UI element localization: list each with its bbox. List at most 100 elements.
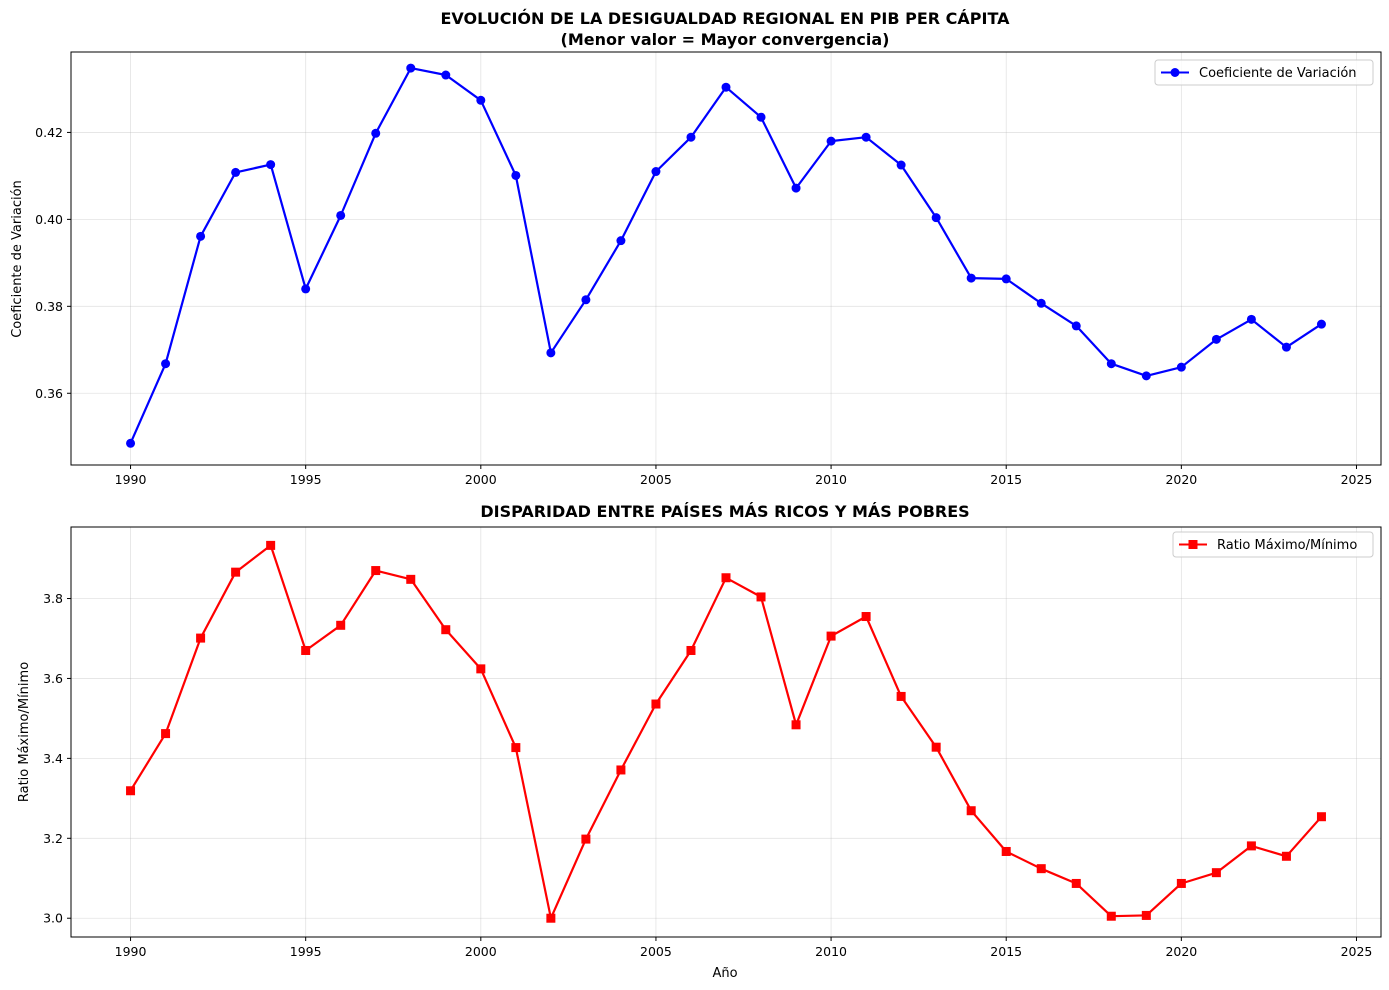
chart-top-data-point	[931, 213, 941, 223]
chart-bottom-data-point	[231, 567, 241, 577]
chart-top-data-point	[1106, 359, 1116, 369]
chart-bottom-data-point	[1001, 846, 1011, 856]
chart-bottom-data-point	[196, 633, 206, 643]
chart-bottom-data-point	[546, 913, 556, 923]
chart-top-data-point	[861, 132, 871, 142]
chart-bottom-ticks: 1990 1995 2000 2005 2010 2015 2020 2025 3.0 3.2 3.…	[43, 591, 1372, 959]
chart-top-x-tick-label: 2000	[465, 472, 497, 487]
chart-top-data-point	[476, 95, 486, 105]
chart-top-data-point	[511, 170, 521, 180]
chart-bottom: DISPARIDAD ENTRE PAÍSES MÁS RICOS Y MÁS …	[17, 502, 1382, 981]
chart-top-x-tick-label: 2010	[815, 472, 847, 487]
chart-top-data-point	[616, 236, 626, 246]
chart-bottom-data-point	[1316, 812, 1326, 822]
chart-bottom-data-point	[756, 592, 766, 602]
chart-top-x-tick-label: 2015	[990, 472, 1022, 487]
chart-top-data-point	[1036, 298, 1046, 308]
chart-bottom-data-point	[861, 612, 871, 622]
chart-bottom-x-tick-label: 2015	[990, 944, 1022, 959]
chart-bottom-data-point	[1211, 868, 1221, 878]
chart-bottom-data-point	[896, 691, 906, 701]
chart-top-data-point	[686, 132, 696, 142]
chart-top-legend: Coeficiente de Variación	[1154, 59, 1374, 86]
chart-bottom-data-point	[791, 720, 801, 730]
chart-bottom-data-point	[966, 806, 976, 816]
chart-top-data-point	[1141, 371, 1151, 381]
chart-bottom-data-point	[161, 729, 171, 739]
chart-top-y-axis-label: Coeficiente de Variación	[10, 180, 25, 338]
chart-bottom-data-point	[371, 566, 381, 576]
chart-bottom-x-tick-label: 1990	[115, 944, 147, 959]
chart-top-title-line2: (Menor valor = Mayor convergencia)	[561, 30, 890, 49]
chart-top-data-point	[161, 359, 171, 369]
chart-top-x-tick-label: 1990	[115, 472, 147, 487]
chart-bottom-data-point	[126, 786, 136, 796]
chart-top-data-point	[966, 273, 976, 283]
chart-top-data-point	[231, 167, 241, 177]
chart-top-data-point	[721, 82, 731, 92]
chart-bottom-data-point	[826, 631, 836, 641]
chart-bottom-x-tick-label: 2020	[1165, 944, 1197, 959]
chart-bottom-data-point	[616, 765, 626, 775]
chart-top-data-point	[406, 63, 416, 73]
chart-top-ticks: 1990 1995 2000 2005 2010 2015 2020 2025 0.36 0.38…	[35, 125, 1372, 487]
chart-top-title-line1: EVOLUCIÓN DE LA DESIGUALDAD REGIONAL EN …	[440, 9, 1010, 28]
chart-bottom-y-tick-label: 3.2	[43, 831, 63, 846]
chart-bottom-plot-frame	[70, 526, 1382, 938]
chart-top-data-point	[1246, 314, 1256, 324]
chart-top-y-tick-label: 0.40	[35, 212, 63, 227]
chart-top-data-point	[756, 112, 766, 122]
chart-bottom-data-point	[441, 625, 451, 635]
chart-top-data-point	[1176, 362, 1186, 372]
chart-top-data-point	[581, 295, 591, 305]
chart-bottom-x-tick-label: 2005	[640, 944, 672, 959]
chart-bottom-data-point	[1106, 911, 1116, 921]
chart-bottom-data-point	[651, 699, 661, 709]
chart-top-data-point	[336, 210, 346, 220]
chart-top-data-point	[791, 183, 801, 193]
chart-bottom-data-point	[266, 540, 276, 550]
chart-bottom-data-point	[581, 834, 591, 844]
chart-bottom-series	[126, 540, 1326, 923]
chart-bottom-data-point	[511, 743, 521, 753]
chart-top-data-point	[826, 136, 836, 146]
chart-top-series-line	[129, 66, 1323, 444]
chart-bottom-legend-label: Ratio Máximo/Mínimo	[1217, 538, 1357, 553]
chart-top-series	[126, 63, 1326, 448]
chart-top-data-point	[651, 167, 661, 177]
chart-bottom-gridlines	[71, 527, 1381, 937]
chart-bottom-y-tick-label: 3.4	[43, 751, 63, 766]
chart-bottom-series-line	[129, 544, 1323, 920]
chart-top-data-point	[266, 160, 276, 170]
chart-bottom-data-point	[1141, 910, 1151, 920]
chart-bottom-data-point	[931, 742, 941, 752]
chart-bottom-legend-marker	[1188, 540, 1198, 549]
chart-top-data-point	[896, 160, 906, 170]
chart-bottom-x-tick-label: 2025	[1341, 944, 1373, 959]
chart-bottom-x-tick-label: 2010	[815, 944, 847, 959]
chart-bottom-y-axis-label: Ratio Máximo/Mínimo	[17, 662, 32, 802]
chart-bottom-data-point	[686, 645, 696, 655]
chart-top: EVOLUCIÓN DE LA DESIGUALDAD REGIONAL EN …	[10, 9, 1382, 487]
chart-bottom-data-point	[1246, 841, 1256, 851]
chart-top-plot-frame	[70, 51, 1382, 466]
chart-top-x-tick-label: 2005	[640, 472, 672, 487]
chart-top-legend-marker	[1170, 68, 1180, 77]
chart-top-data-point	[1211, 334, 1221, 344]
chart-bottom-data-point	[1036, 864, 1046, 874]
chart-top-legend-label: Coeficiente de Variación	[1199, 66, 1357, 81]
chart-top-data-point	[546, 348, 556, 358]
chart-top-gridlines	[71, 52, 1381, 465]
chart-bottom-data-point	[406, 574, 416, 584]
chart-top-y-tick-label: 0.36	[35, 386, 63, 401]
chart-bottom-data-point	[1281, 851, 1291, 861]
chart-top-x-tick-label: 2025	[1341, 472, 1373, 487]
chart-bottom-legend: Ratio Máximo/Mínimo	[1172, 531, 1374, 558]
chart-top-y-tick-label: 0.42	[35, 125, 63, 140]
chart-top-legend-box	[1154, 59, 1374, 86]
chart-bottom-x-axis-label: Año	[712, 966, 737, 981]
chart-bottom-title: DISPARIDAD ENTRE PAÍSES MÁS RICOS Y MÁS …	[480, 502, 969, 521]
chart-top-data-point	[196, 231, 206, 241]
chart-top-data-point	[301, 284, 311, 294]
